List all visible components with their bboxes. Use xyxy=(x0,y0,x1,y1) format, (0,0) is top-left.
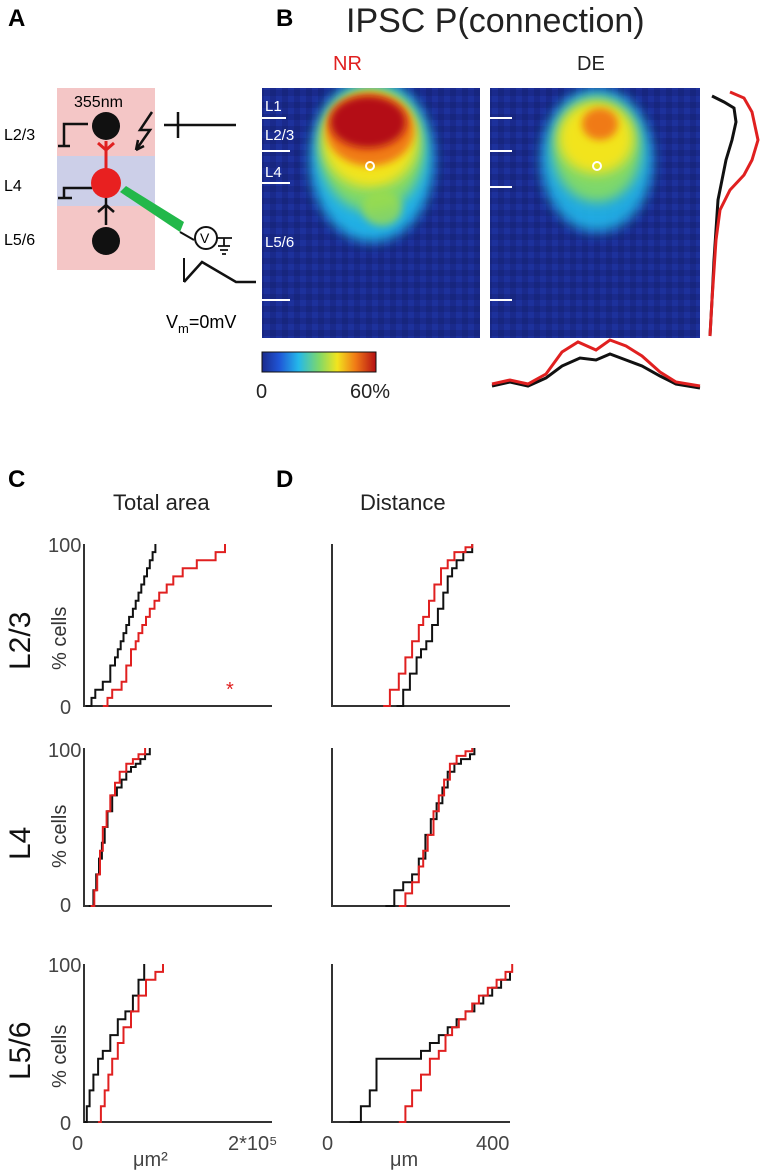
panel-b-label: B xyxy=(276,5,293,32)
layer-boundaries-nr xyxy=(262,117,290,301)
panel-c-label: C xyxy=(8,466,25,493)
cdf-plot-total-area-l23 xyxy=(83,544,272,707)
layer-label-l4: L4 xyxy=(4,178,22,195)
stim-wavelength: 355nm xyxy=(74,94,123,111)
soma-marker-de xyxy=(592,161,602,171)
panel-a: A L2/3 L4 L5/6 355nm V Vm=0mV xyxy=(4,5,256,336)
cdf-plot-total-area-l4 xyxy=(83,748,272,907)
panel-c-title: Total area xyxy=(113,490,210,515)
horizontal-profile-nr xyxy=(491,338,701,388)
map-nr-label: NR xyxy=(333,53,362,75)
ipsc-trace xyxy=(183,260,256,284)
axes xyxy=(83,544,272,707)
colorbar-min: 0 xyxy=(256,381,267,403)
panel-a-label: A xyxy=(8,5,25,32)
cdf-plot-distance-l56 xyxy=(331,964,514,1123)
l4-neuron-recorded xyxy=(91,168,121,198)
heatmap-nr xyxy=(262,88,480,338)
red-synapse-top xyxy=(97,141,115,152)
ytick-0-c-l23: 0 xyxy=(60,697,71,719)
l23-neuron xyxy=(92,112,120,140)
stim-timing-trace xyxy=(164,112,236,138)
uv-stimulus-icon xyxy=(134,111,154,151)
ytick-100-c-l4: 100 xyxy=(48,740,81,762)
axes xyxy=(331,748,510,907)
cdf-plots xyxy=(83,544,514,1123)
ytick-0-c-l56: 0 xyxy=(60,1113,71,1135)
row-label-l4: L4 xyxy=(4,827,37,860)
panel-c-d: C D Total area Distance L2/3 L4 L5/6 % c… xyxy=(4,466,514,1170)
vertical-profile-nr xyxy=(708,90,760,337)
ylabel-l56: % cells xyxy=(49,1025,71,1088)
series-line-nr xyxy=(98,964,164,1123)
stimulus-arrowhead xyxy=(134,139,145,152)
xtick-d-max: 400 xyxy=(476,1133,509,1155)
axes xyxy=(331,964,510,1123)
xtick-d-min: 0 xyxy=(322,1133,333,1155)
panel-d-label: D xyxy=(276,466,293,493)
layer-boundaries-de xyxy=(490,117,512,301)
ytick-100-c-l23: 100 xyxy=(48,535,81,557)
clamp-symbol: V xyxy=(200,230,210,246)
ytick-100-c-l56: 100 xyxy=(48,955,81,977)
axes xyxy=(331,544,510,707)
ylabel-l23: % cells xyxy=(49,607,71,670)
layer-label-l23: L2/3 xyxy=(4,127,35,144)
series-line-nr xyxy=(398,964,514,1123)
map-layer-l4: L4 xyxy=(265,164,282,181)
cdf-plot-distance-l4 xyxy=(331,748,510,907)
axes xyxy=(83,748,272,907)
map-de-label: DE xyxy=(577,53,605,75)
l56-neuron xyxy=(92,227,120,255)
xtick-c-min: 0 xyxy=(72,1133,83,1155)
panel-d-title: Distance xyxy=(360,490,446,515)
series-line-nr xyxy=(398,748,474,907)
significance-marker: * xyxy=(226,679,234,701)
xlabel-d: μm xyxy=(390,1149,418,1170)
series-line-de xyxy=(84,964,146,1123)
recording-electrode xyxy=(120,186,184,232)
panel-b: B IPSC P(connection) NR DE L1 L2/3 L4 L5… xyxy=(256,2,760,403)
series-line-nr xyxy=(383,544,474,707)
series-line-de xyxy=(385,748,476,907)
panel-b-title: IPSC P(connection) xyxy=(346,2,645,40)
row-label-l23: L2/3 xyxy=(4,612,37,670)
ground-icon xyxy=(217,237,232,255)
ylabel-l4: % cells xyxy=(49,805,71,868)
series-line-de xyxy=(85,544,157,707)
xtick-c-max: 2*10⁵ xyxy=(228,1133,277,1155)
cdf-plot-total-area-l56 xyxy=(83,964,272,1123)
colorbar xyxy=(261,351,377,373)
row-label-l56: L5/6 xyxy=(4,1022,37,1080)
map-layer-l23: L2/3 xyxy=(265,127,294,144)
ytick-0-c-l4: 0 xyxy=(60,895,71,917)
l56-synapse xyxy=(97,203,115,213)
electrode-wire xyxy=(179,231,195,241)
layer-label-l56: L5/6 xyxy=(4,232,35,249)
series-line-de xyxy=(396,544,474,707)
soma-marker-nr xyxy=(365,161,375,171)
vertical-profile-de xyxy=(708,94,738,337)
series-line-nr xyxy=(90,748,147,907)
axes xyxy=(83,964,272,1123)
series-line-nr xyxy=(102,544,226,707)
holding-potential: Vm=0mV xyxy=(166,312,236,336)
l4-axon xyxy=(62,186,92,198)
map-layer-l1: L1 xyxy=(265,98,282,115)
colorbar-max: 60% xyxy=(350,381,390,403)
map-layer-l56: L5/6 xyxy=(265,234,294,251)
series-line-de xyxy=(349,971,511,1123)
cdf-plot-distance-l23 xyxy=(331,544,510,707)
xlabel-c: μm² xyxy=(133,1149,168,1170)
heatmap-de xyxy=(490,88,700,338)
l23-axon xyxy=(62,122,88,146)
horizontal-profile-de xyxy=(491,352,701,390)
